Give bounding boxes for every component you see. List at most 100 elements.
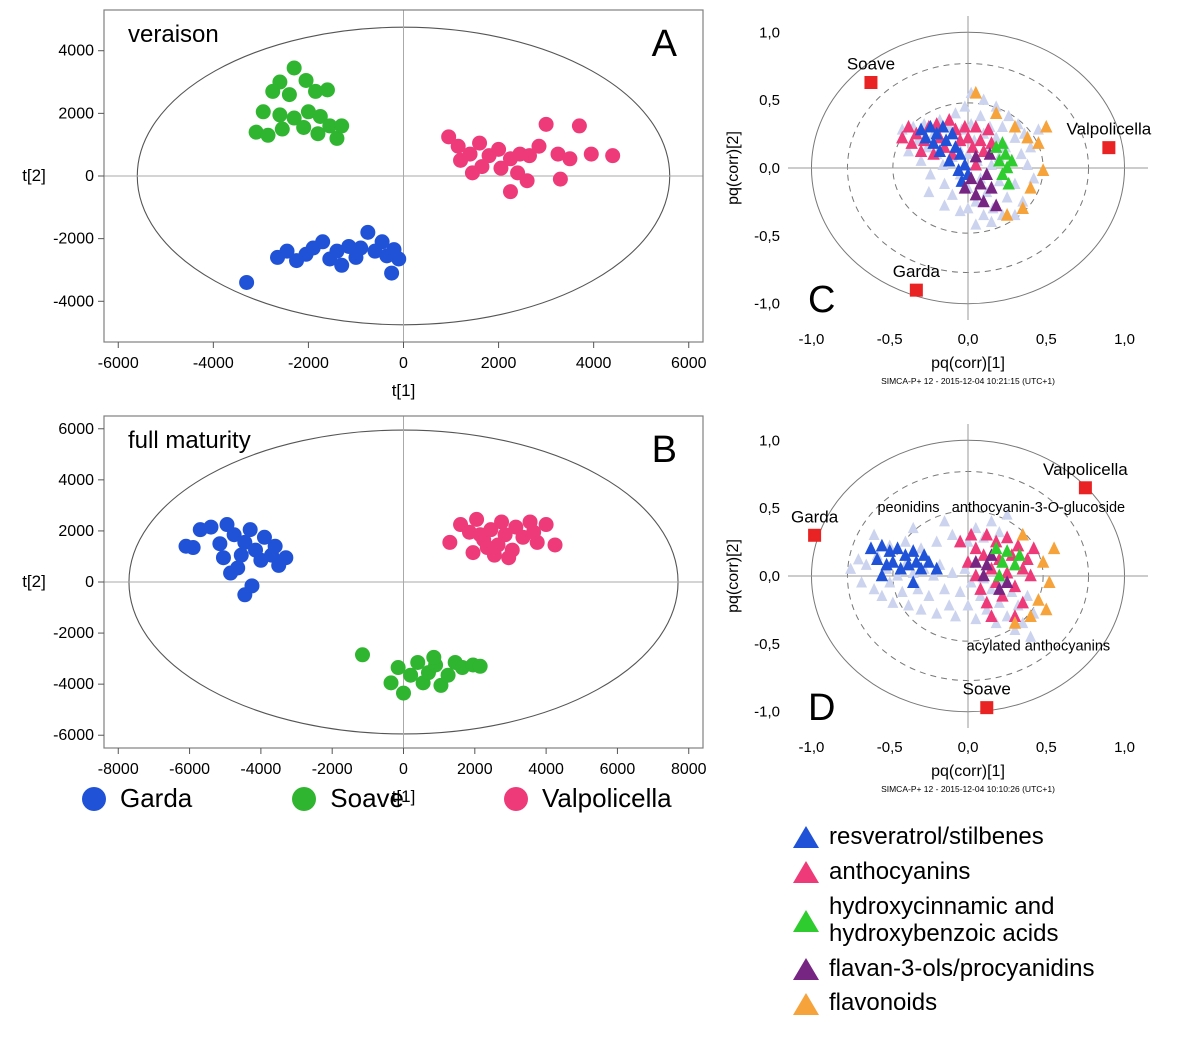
legend-item-anthocyanins: anthocyanins — [793, 857, 1193, 886]
legend-label: flavonoids — [829, 989, 938, 1017]
legend-triangle-marker — [793, 861, 819, 884]
svg-text:-4000: -4000 — [53, 676, 94, 693]
svg-text:0,0: 0,0 — [759, 568, 780, 585]
site-square — [1078, 481, 1092, 495]
svg-text:-2000: -2000 — [53, 231, 94, 248]
legend-label: Soave — [330, 783, 404, 813]
svg-text:-1,0: -1,0 — [754, 704, 780, 721]
svg-text:6000: 6000 — [58, 421, 94, 438]
svg-text:-1,0: -1,0 — [754, 296, 780, 313]
axis-ticks: -8000 -6000 -4000 -2000 0 2000 4000 6000 8000-60… — [53, 421, 707, 778]
x-axis-label: t[1] — [392, 787, 416, 806]
axis-ticks: -1,0 -0,5 0,0 0,5 1,0 -1,0 -0,5 0,0 0,5 1,0 — [754, 432, 1135, 756]
panel-letter: C — [808, 279, 835, 321]
svg-text:8000: 8000 — [671, 761, 707, 778]
svg-text:0,5: 0,5 — [1036, 331, 1057, 348]
legend-label: anthocyanins — [829, 857, 971, 885]
axis-ticks: -6000 -4000 -2000 0 2000 4000 6000 -4000 -2000 0 2… — [53, 43, 707, 372]
svg-text:0,5: 0,5 — [1036, 739, 1057, 756]
y-axis-label: pq(corr)[2] — [725, 539, 742, 613]
panel-b-score-plot: -8000 -6000 -4000 -2000 0 2000 4000 6000 8000 -60… — [12, 408, 717, 815]
legend-item-soave: Soave — [292, 783, 404, 814]
svg-text:-6000: -6000 — [169, 761, 210, 778]
svg-text:0: 0 — [85, 168, 94, 185]
y-axis-label: t[2] — [22, 572, 46, 591]
legend-circle-marker — [82, 786, 106, 811]
legend-label: hydroxycinnamic and hydroxybenzoic acids — [829, 892, 1059, 947]
plot-title: veraison — [128, 21, 219, 48]
site-label: Soave — [847, 55, 895, 74]
svg-text:-2000: -2000 — [288, 355, 329, 372]
svg-text:-4000: -4000 — [240, 761, 281, 778]
legend-triangle-marker — [793, 826, 819, 849]
site-square — [1102, 141, 1116, 155]
x-axis-label: pq(corr)[1] — [931, 355, 1005, 372]
series-flavonoids — [1008, 527, 1061, 629]
series-garda — [178, 517, 294, 603]
series-flavan-3-ols-procyanidins — [969, 548, 1014, 595]
series-hydroxycinnamic-and-hydroxybenzoic-acids — [989, 136, 1019, 190]
series-valpolicella — [442, 511, 563, 566]
site-label: Valpolicella — [1067, 120, 1152, 139]
legend-item-flavan-3-ols-procyanidins: flavan-3-ols/procyanidins — [793, 955, 1193, 983]
site-label: Garda — [791, 507, 839, 526]
legend-item-valpolicella: Valpolicella — [504, 783, 672, 814]
series-flavan-3-ols-procyanidins — [958, 146, 1003, 212]
legend-item-resveratrol-stilbenes: resveratrol/stilbenes — [793, 823, 1193, 851]
legend-triangle-marker — [793, 909, 819, 932]
panel-c-loading-plot: -1,0 -0,5 0,0 0,5 1,0 -1,0 -0,5 0,0 0,5 1,0 pq(cor… — [722, 2, 1192, 411]
svg-text:2000: 2000 — [481, 355, 517, 372]
panel-b-chart: -8000 -6000 -4000 -2000 0 2000 4000 6000 8000-60… — [22, 415, 707, 806]
svg-text:-0,5: -0,5 — [877, 739, 903, 756]
site-label: Valpolicella — [1043, 460, 1128, 479]
legend-triangle-marker — [793, 957, 819, 980]
svg-text:0,5: 0,5 — [759, 92, 780, 109]
panel-d-loading-plot: -1,0 -0,5 0,0 0,5 1,0 -1,0 -0,5 0,0 0,5 1,0 pq(cor… — [722, 410, 1192, 819]
annotations: peonidins anthocyanin-3-O-glucoside acylat… — [877, 500, 1125, 654]
axis-ticks: -1,0 -0,5 0,0 0,5 1,0 -1,0 -0,5 0,0 0,5 1,0 — [754, 24, 1135, 348]
svg-text:-0,5: -0,5 — [754, 228, 780, 245]
legend-label: Garda — [120, 783, 193, 813]
legend-circle-marker — [504, 786, 528, 811]
svg-text:6000: 6000 — [671, 355, 707, 372]
legend-item-flavonoids: flavonoids — [793, 989, 1193, 1017]
svg-text:2000: 2000 — [457, 761, 493, 778]
series-resveratrol-stilbenes — [914, 119, 975, 187]
svg-text:6000: 6000 — [600, 761, 636, 778]
svg-text:-6000: -6000 — [98, 355, 139, 372]
svg-text:1,0: 1,0 — [1114, 739, 1135, 756]
panel-a-score-plot: -6000 -4000 -2000 0 2000 4000 6000 -4000 -2000 0 2… — [12, 2, 717, 409]
site-square — [909, 283, 923, 297]
svg-text:2000: 2000 — [58, 523, 94, 540]
svg-text:-0,5: -0,5 — [877, 331, 903, 348]
svg-text:0: 0 — [399, 761, 408, 778]
legend-label: resveratrol/stilbenes — [829, 823, 1044, 850]
svg-text:-0,5: -0,5 — [754, 636, 780, 653]
panel-a-chart: -6000 -4000 -2000 0 2000 4000 6000 -4000 -2000 0 2… — [22, 9, 707, 400]
series-flavonoids — [969, 85, 1053, 221]
series-soave — [354, 647, 488, 701]
svg-text:4000: 4000 — [58, 472, 94, 489]
plot-title: full maturity — [128, 427, 251, 454]
series-soave — [248, 60, 350, 146]
annotation-label: acylated anthocyanins — [967, 639, 1111, 655]
svg-text:0: 0 — [85, 574, 94, 591]
legend-item-garda: Garda — [82, 783, 192, 814]
x-axis-label: pq(corr)[1] — [931, 763, 1005, 780]
legend-label: Valpolicella — [542, 783, 672, 813]
y-axis-label: t[2] — [22, 166, 46, 185]
legend-item-hydroxycinnamic-and-hydroxybenzoic-acids: hydroxycinnamic and hydroxybenzoic acids — [793, 892, 1193, 948]
svg-text:-8000: -8000 — [98, 761, 139, 778]
series-resveratrol-stilbenes — [864, 538, 943, 589]
panel-letter: B — [652, 429, 677, 471]
annotation-label: anthocyanin-3-O-glucoside — [952, 500, 1125, 516]
svg-text:-2000: -2000 — [312, 761, 353, 778]
svg-text:0,0: 0,0 — [958, 739, 979, 756]
simca-caption: SIMCA-P+ 12 - 2015-12-04 10:21:15 (UTC+1… — [881, 376, 1055, 386]
svg-text:-2000: -2000 — [53, 625, 94, 642]
site-square — [980, 701, 994, 715]
site-label: Garda — [893, 262, 941, 281]
legend-triangle-marker — [793, 992, 819, 1015]
panel-d-chart: -1,0 -0,5 0,0 0,5 1,0 -1,0 -0,5 0,0 0,5 1,0 pq(cor… — [725, 424, 1148, 794]
